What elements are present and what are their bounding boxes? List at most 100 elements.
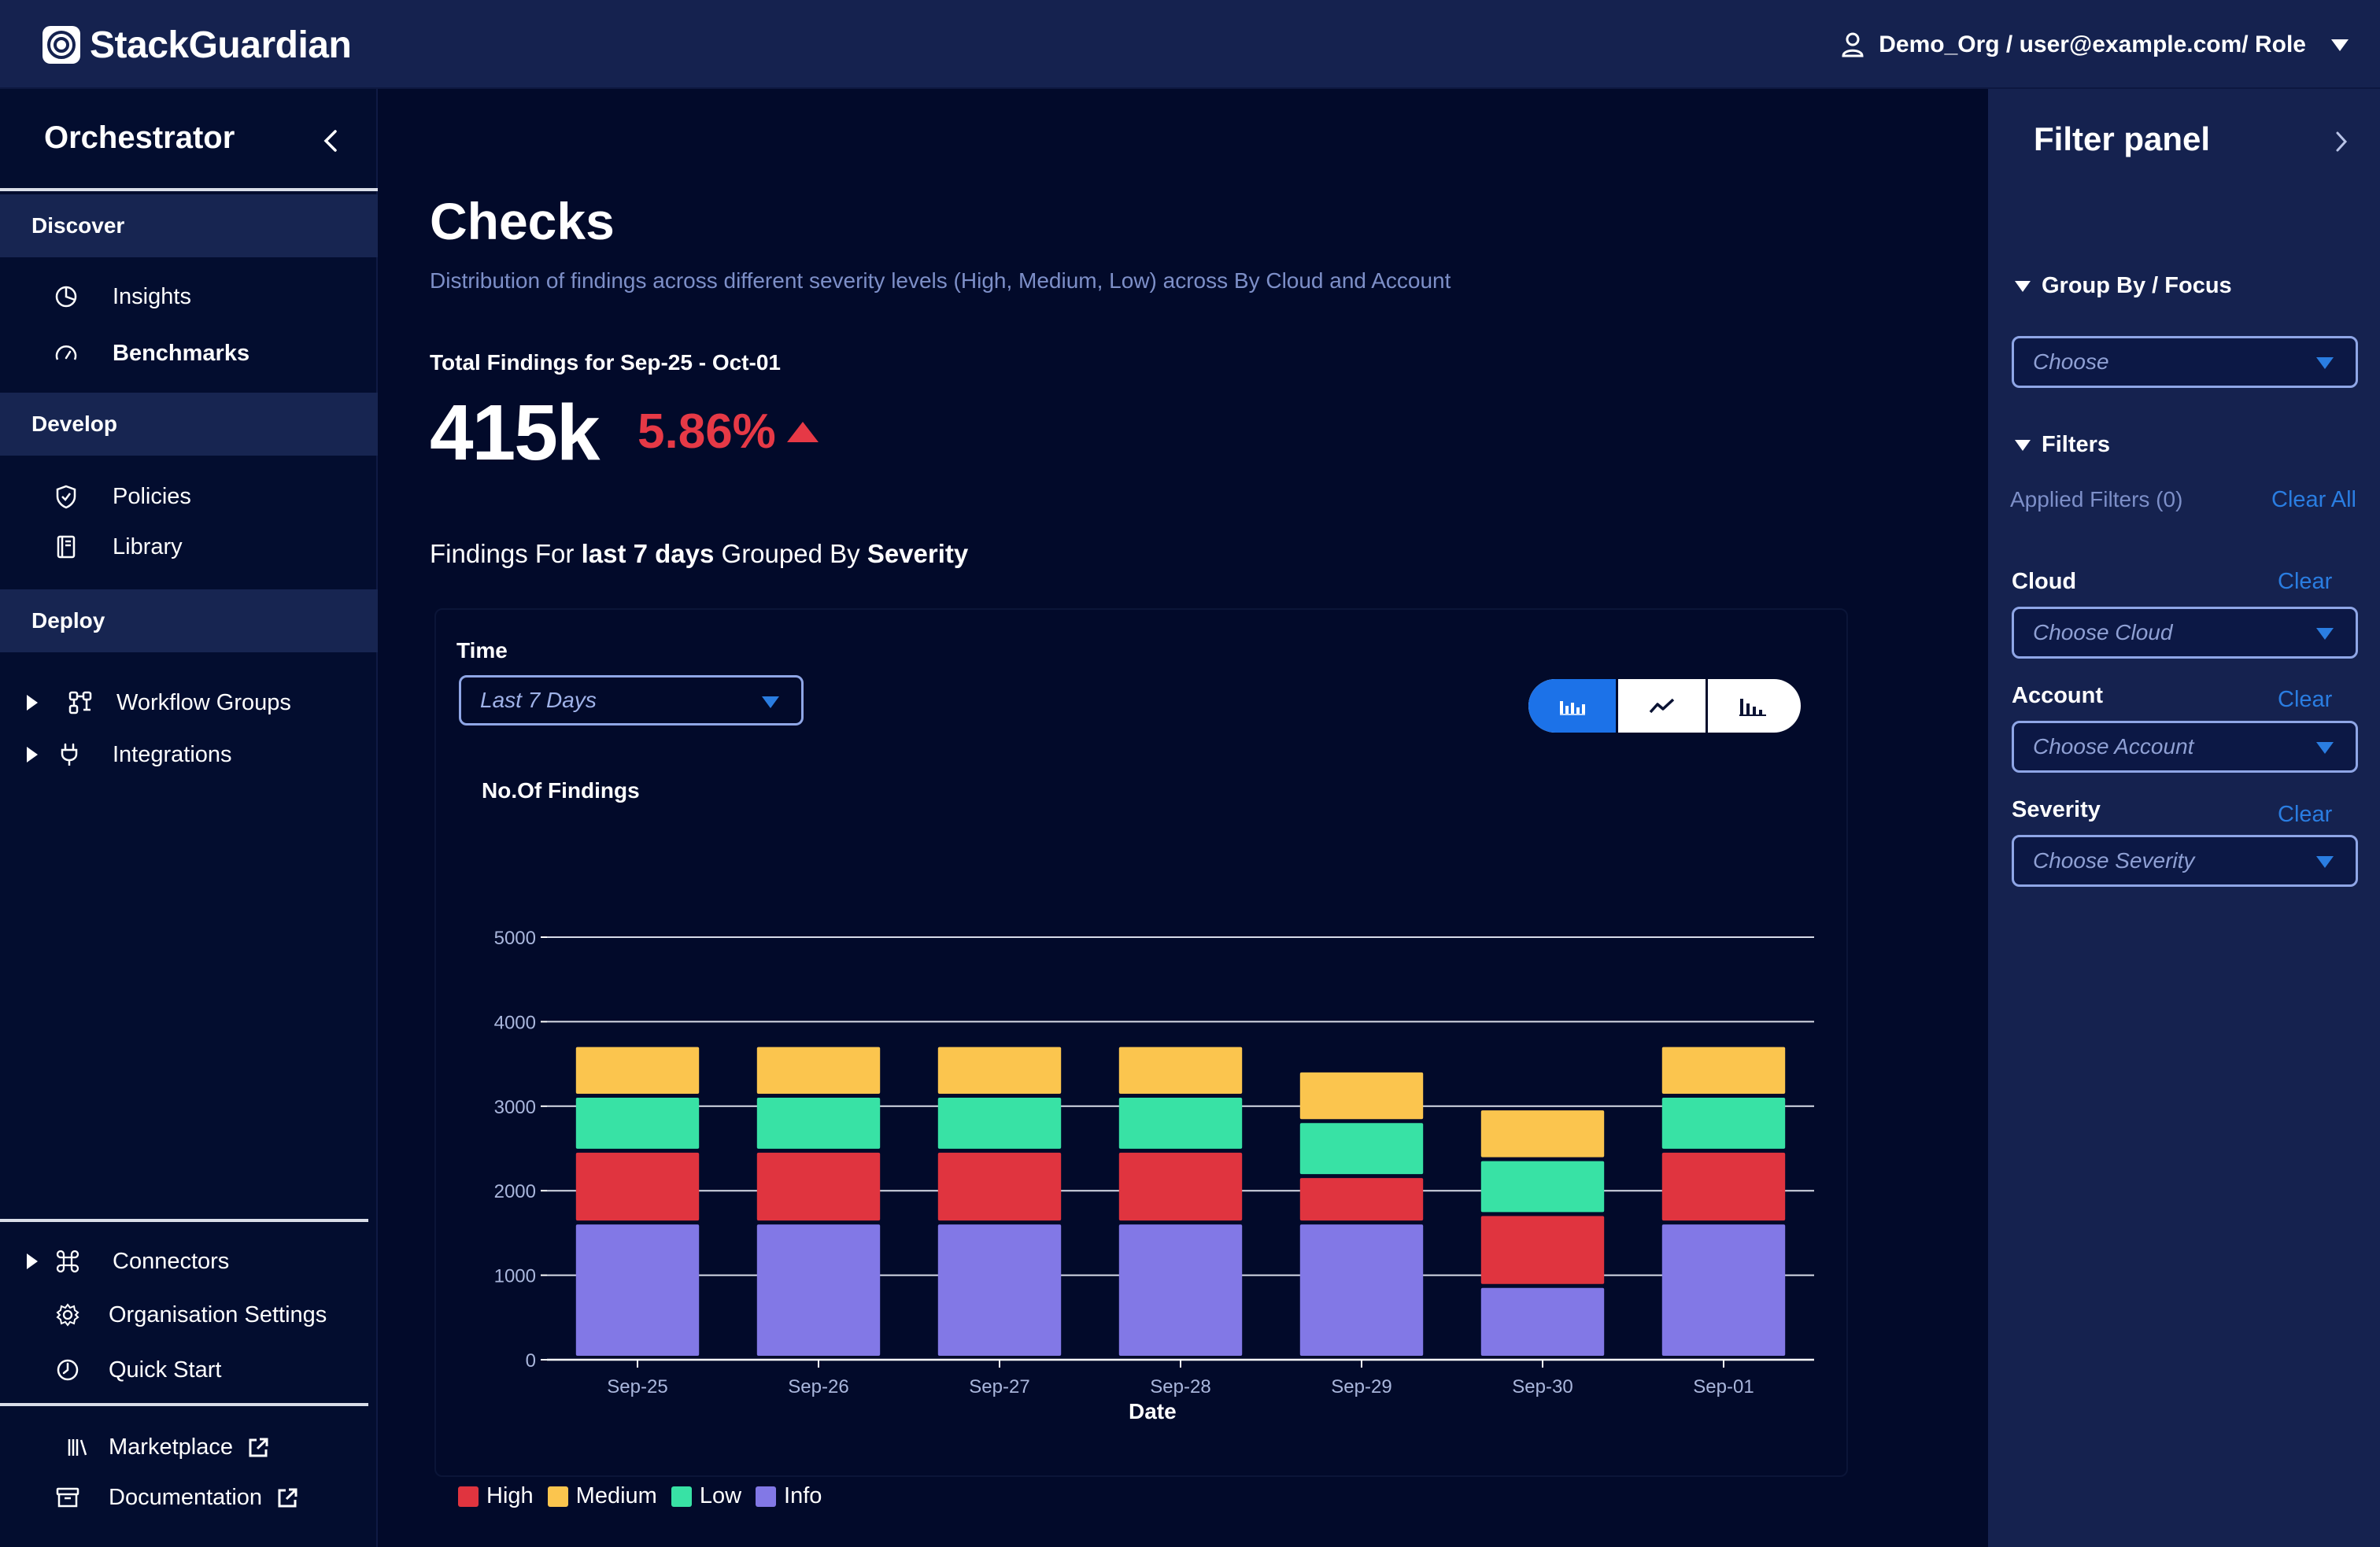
bar-segment-medium	[937, 1047, 1062, 1095]
sidebar-item-label: Insights	[113, 283, 191, 309]
cloud-select[interactable]: Choose Cloud	[2012, 607, 2358, 659]
sidebar-item-integrations[interactable]: Integrations	[0, 731, 378, 778]
legend-swatch	[756, 1486, 777, 1507]
section-develop[interactable]: Develop	[0, 393, 378, 456]
collapse-sidebar-icon[interactable]	[321, 128, 340, 153]
app-logo[interactable]: StackGuardian	[42, 24, 352, 66]
pie-chart-icon	[55, 286, 77, 308]
line-view-button[interactable]	[1618, 679, 1708, 733]
group-by-header[interactable]: Group By / Focus	[2015, 273, 2232, 299]
time-range-value: Last 7 Days	[480, 688, 597, 712]
library-icon	[68, 1439, 87, 1456]
divider	[0, 1219, 368, 1222]
legend-label: Info	[784, 1483, 822, 1508]
bar-segment-low	[575, 1098, 700, 1149]
account-filter-label: Account	[2012, 683, 2103, 708]
bar-segment-low	[1118, 1098, 1243, 1149]
legend-item-info[interactable]: Info	[756, 1483, 822, 1509]
time-label: Time	[456, 638, 508, 663]
bar-segment-info	[1118, 1224, 1243, 1356]
legend-item-medium[interactable]: Medium	[547, 1483, 657, 1509]
sidebar-item-label: Connectors	[113, 1248, 230, 1274]
bar-chart-icon	[1739, 699, 1766, 716]
group-by-select[interactable]: Choose	[2012, 336, 2358, 388]
sidebar: Orchestrator Discover Insights Benchmark…	[0, 89, 378, 1547]
clear-all-button[interactable]: Clear All	[2271, 487, 2356, 512]
chevron-down-icon	[762, 696, 779, 708]
sidebar-link-marketplace[interactable]: Marketplace	[0, 1423, 378, 1471]
time-range-select[interactable]: Last 7 Days	[459, 675, 804, 726]
applied-filters-count: Applied Filters (0)	[2010, 487, 2183, 511]
bar-segment-info	[1299, 1224, 1424, 1356]
legend-label: Low	[699, 1483, 742, 1508]
divider	[0, 1403, 368, 1406]
shield-check-icon	[56, 485, 76, 509]
external-link-icon	[278, 1488, 298, 1508]
sidebar-link-documentation[interactable]: Documentation	[0, 1474, 378, 1521]
sidebar-item-organisation-settings[interactable]: Organisation Settings	[0, 1291, 378, 1338]
chevron-down-icon	[2316, 628, 2334, 640]
total-findings-value: 415k	[430, 389, 600, 477]
sidebar-item-label: Library	[113, 534, 183, 559]
main-content: Checks Distribution of findings across d…	[378, 89, 1988, 1547]
sidebar-item-label: Organisation Settings	[109, 1301, 327, 1327]
y-tick-label: 2000	[494, 1181, 536, 1202]
section-discover[interactable]: Discover	[0, 194, 378, 257]
sidebar-item-workflow-groups[interactable]: Workflow Groups	[0, 679, 378, 726]
filters-header[interactable]: Filters	[2015, 432, 2110, 458]
legend-item-high[interactable]: High	[458, 1483, 534, 1509]
chart-view-toggle	[1528, 679, 1801, 733]
clear-cloud-button[interactable]: Clear	[2278, 569, 2333, 594]
severity-filter-label: Severity	[2012, 797, 2101, 822]
bar-segment-medium	[1661, 1047, 1786, 1095]
book-icon	[57, 535, 76, 559]
legend-label: High	[486, 1483, 534, 1508]
sidebar-item-insights[interactable]: Insights	[0, 273, 378, 320]
severity-select[interactable]: Choose Severity	[2012, 835, 2358, 887]
expand-arrow-icon[interactable]	[27, 747, 38, 762]
bar-view-button[interactable]	[1708, 679, 1798, 733]
y-tick-label: 0	[526, 1350, 536, 1372]
bar-segment-low	[1299, 1123, 1424, 1175]
user-menu[interactable]: Demo_Org / user@example.com/ Role	[1841, 27, 2349, 63]
gear-icon	[56, 1303, 79, 1327]
sidebar-item-policies[interactable]: Policies	[0, 473, 378, 520]
chevron-right-icon[interactable]	[2333, 130, 2350, 153]
expand-arrow-icon[interactable]	[27, 695, 38, 711]
expand-arrow-icon[interactable]	[27, 1253, 38, 1269]
sidebar-item-label: Documentation	[109, 1485, 298, 1511]
bar-segment-medium	[1118, 1047, 1243, 1095]
page-subtitle: Distribution of findings across differen…	[430, 268, 1451, 293]
sidebar-item-connectors[interactable]: Connectors	[0, 1238, 378, 1285]
sidebar-item-quick-start[interactable]: Quick Start	[0, 1346, 378, 1394]
bar-segment-medium	[1480, 1110, 1605, 1157]
bar-segment-medium	[575, 1047, 700, 1095]
page-title: Checks	[430, 192, 615, 250]
collapse-arrow-icon	[2015, 439, 2031, 451]
chevron-down-icon	[2331, 39, 2349, 51]
x-tick-label: Sep-27	[969, 1376, 1029, 1397]
grouped-heading: Findings For last 7 days Grouped By Seve…	[430, 539, 969, 568]
clear-account-button[interactable]: Clear	[2278, 687, 2333, 712]
chevron-down-icon	[2316, 357, 2334, 369]
change-percent: 5.86%	[638, 404, 776, 459]
chart-legend: High Medium Low Info	[458, 1483, 822, 1509]
bar-segment-high	[1661, 1152, 1786, 1221]
stacked-bar-view-button[interactable]	[1528, 679, 1618, 733]
account-select[interactable]: Choose Account	[2012, 721, 2358, 773]
plug-icon	[61, 743, 78, 766]
bar-segment-high	[1480, 1216, 1605, 1284]
stacked-bar-icon	[1559, 701, 1585, 715]
clear-severity-button[interactable]: Clear	[2278, 802, 2333, 827]
bar-segment-high	[756, 1152, 881, 1221]
bar-segment-low	[756, 1098, 881, 1149]
y-tick-label: 3000	[494, 1097, 536, 1118]
section-deploy[interactable]: Deploy	[0, 589, 378, 652]
sidebar-item-library[interactable]: Library	[0, 523, 378, 570]
sidebar-item-benchmarks[interactable]: Benchmarks	[0, 330, 378, 377]
filter-panel: Filter panel Group By / Focus Choose Fil…	[1988, 89, 2380, 1547]
bar-segment-low	[937, 1098, 1062, 1149]
x-axis-title: Date	[1129, 1399, 1177, 1423]
y-tick-label: 4000	[494, 1012, 536, 1033]
legend-item-low[interactable]: Low	[671, 1483, 741, 1509]
